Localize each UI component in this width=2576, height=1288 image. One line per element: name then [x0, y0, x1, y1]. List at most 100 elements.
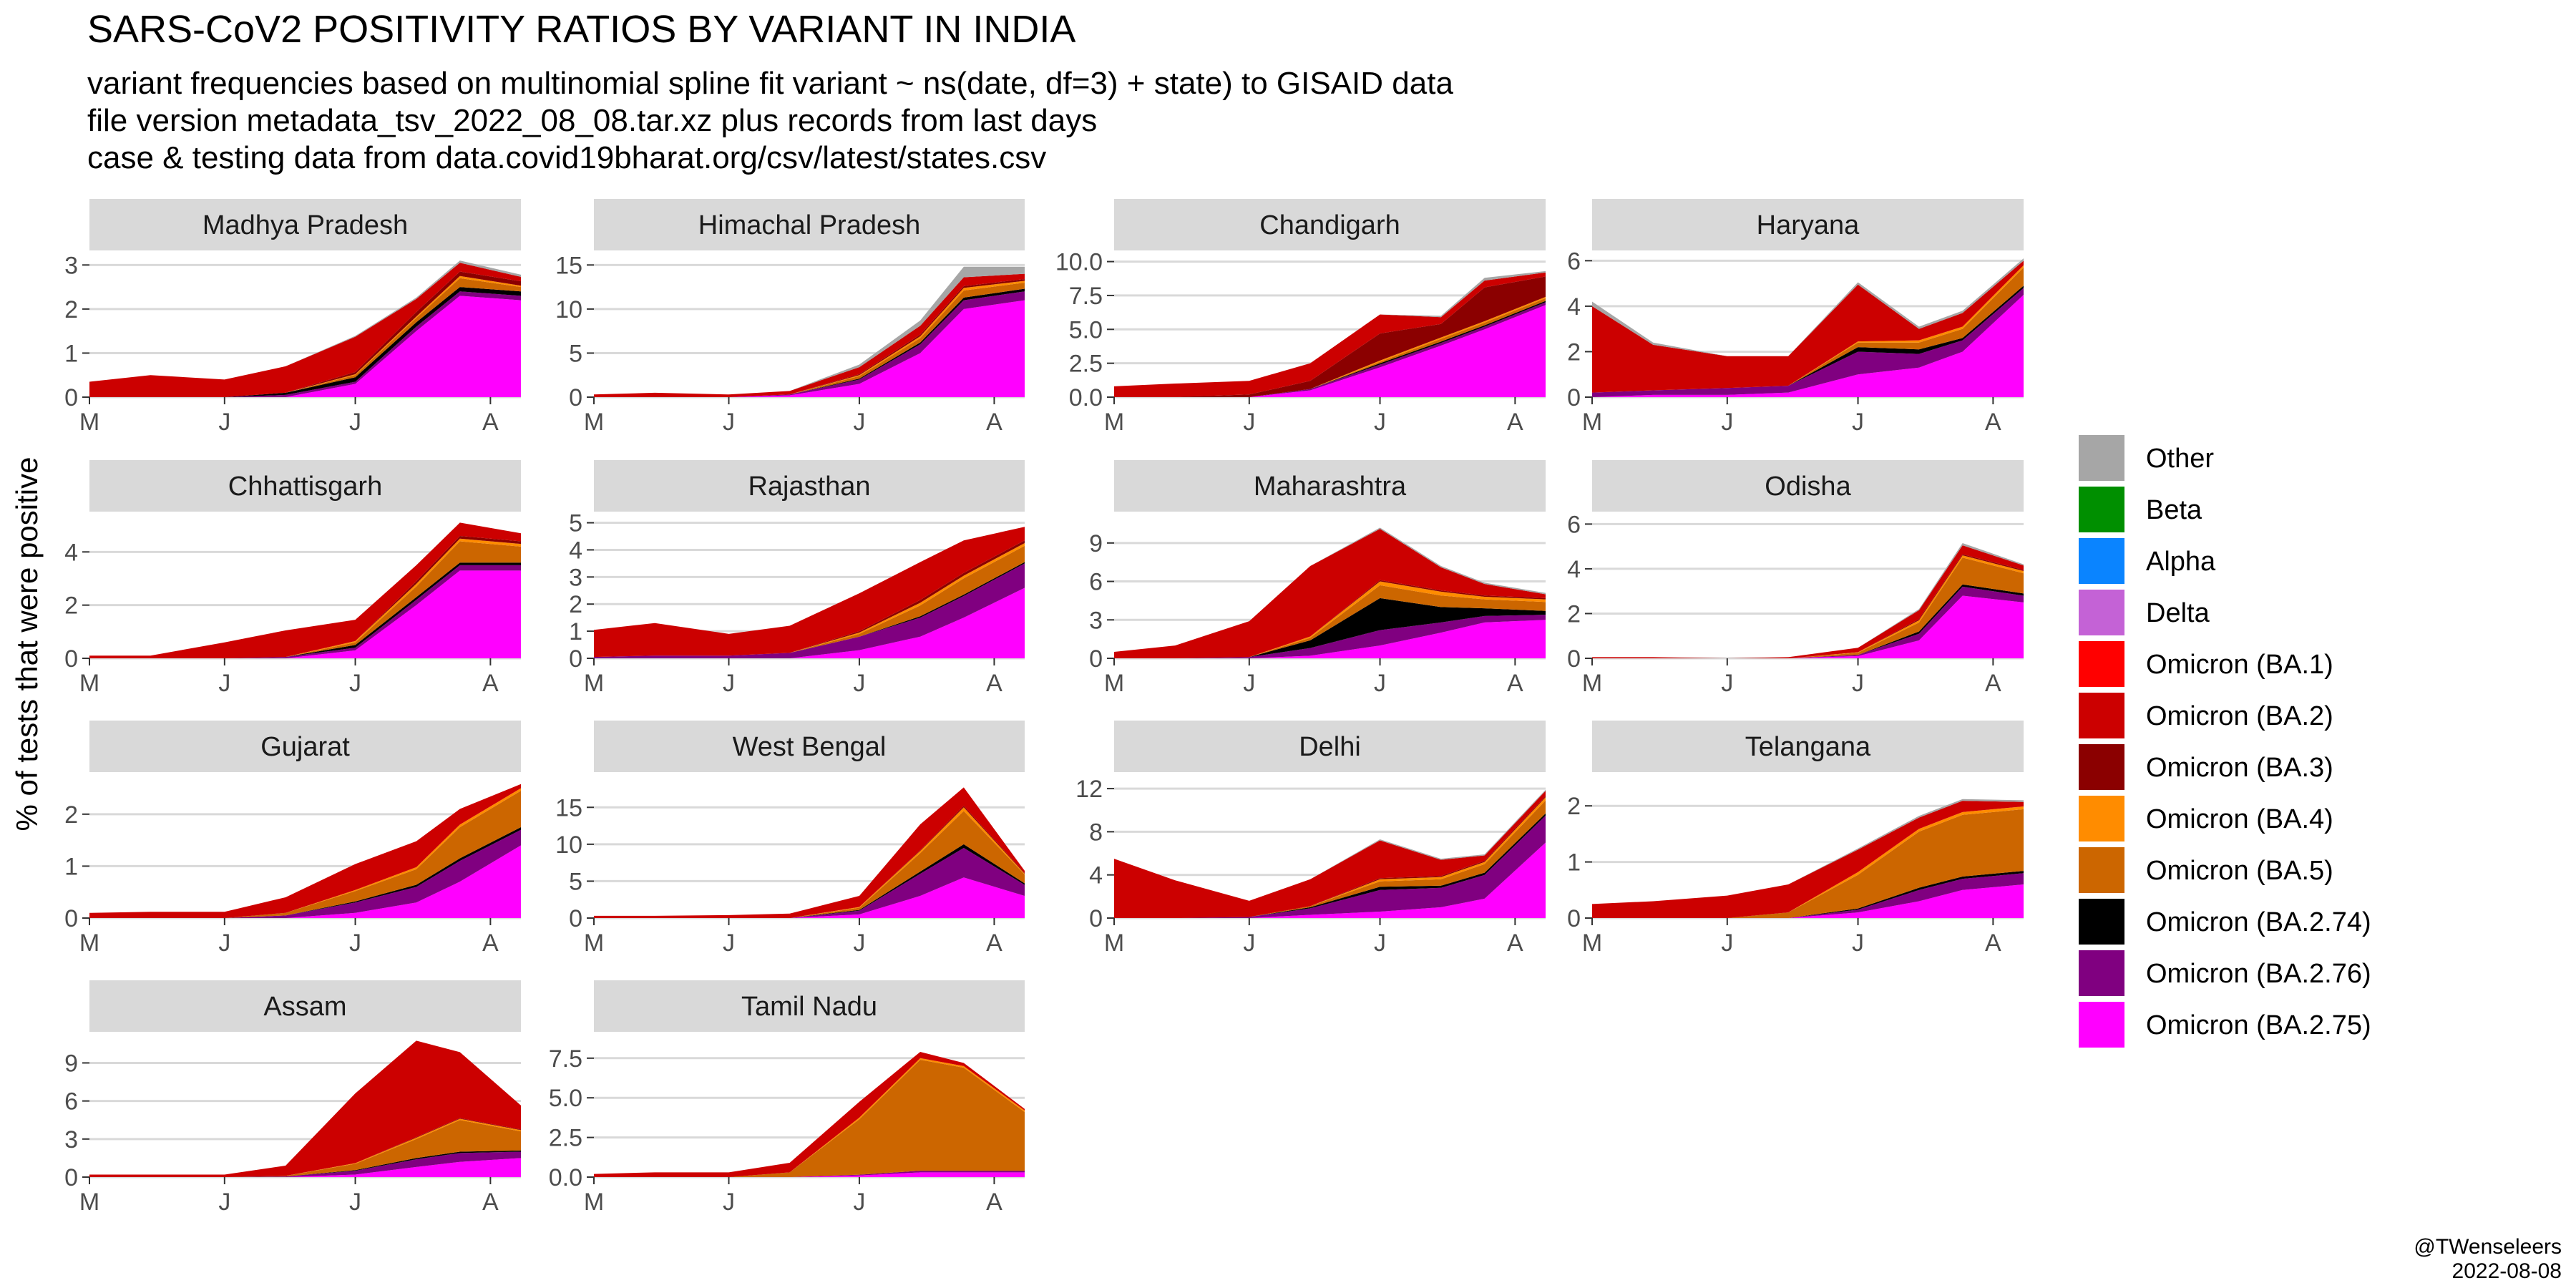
- legend-swatch-omicron-ba-5: [2079, 847, 2124, 893]
- y-tick-label: 4: [1567, 293, 1581, 321]
- y-tick-label: 1: [64, 340, 78, 367]
- chart-subtitle-line-2: file version metadata_tsv_2022_08_08.tar…: [87, 103, 1098, 138]
- credit-date: 2022-08-08: [2451, 1259, 2562, 1283]
- panel-title: Gujarat: [260, 732, 350, 762]
- x-tick-label: M: [1582, 930, 1602, 957]
- y-tick-label: 5: [569, 868, 582, 895]
- area-omicron-ba-5: [1592, 557, 2024, 658]
- panel-strip: [594, 460, 1025, 512]
- legend-swatch-omicron-ba-2: [2079, 693, 2124, 738]
- y-tick-label: 2: [64, 801, 78, 829]
- area-omicron-ba-2-74: [1592, 871, 2024, 918]
- area-omicron-ba-5: [1592, 809, 2024, 918]
- panel-strip: [1114, 721, 1546, 772]
- x-tick-label: J: [1243, 670, 1255, 697]
- area-omicron-ba-2: [89, 784, 521, 918]
- x-tick-label: J: [1243, 930, 1255, 957]
- panel-himachal-pradesh: Himachal Pradesh 0 5 10 15 M J J A: [555, 199, 1025, 436]
- x-tick-label: M: [79, 1189, 99, 1216]
- credit-handle: @TWenseleers: [2414, 1235, 2562, 1259]
- y-tick-label: 6: [1567, 511, 1581, 538]
- x-tick-label: J: [1374, 409, 1386, 436]
- panel-west-bengal: West Bengal 0 5 10 15 M J J A: [555, 721, 1025, 957]
- legend-label-beta: Beta: [2146, 495, 2202, 525]
- x-tick-label: M: [1104, 670, 1124, 697]
- legend-swatch-omicron-ba-2-74: [2079, 899, 2124, 945]
- x-tick-label: J: [723, 1189, 735, 1216]
- x-tick-label: J: [1374, 670, 1386, 697]
- x-tick-label: M: [584, 930, 604, 957]
- panel-title: West Bengal: [733, 732, 887, 762]
- x-tick-label: M: [584, 670, 604, 697]
- area-omicron-ba-3: [1114, 276, 1546, 397]
- x-tick-label: M: [1104, 409, 1124, 436]
- x-tick-label: M: [79, 409, 99, 436]
- x-tick-label: A: [986, 670, 1002, 697]
- x-tick-label: J: [1721, 670, 1733, 697]
- x-tick-label: M: [79, 670, 99, 697]
- y-tick-label: 0: [1567, 384, 1581, 411]
- y-tick-label: 3: [64, 1126, 78, 1153]
- y-tick-label: 9: [64, 1050, 78, 1077]
- area-omicron-ba-5: [1114, 585, 1546, 658]
- y-tick-label: 12: [1075, 776, 1103, 803]
- legend-swatch-alpha: [2079, 538, 2124, 584]
- area-omicron-ba-2-75: [1592, 595, 2024, 658]
- panel-delhi: Delhi 0 4 8 12 M J J A: [1075, 721, 1546, 957]
- x-tick-label: A: [986, 1189, 1002, 1216]
- y-tick-label: 10.0: [1055, 249, 1103, 276]
- panel-gujarat: Gujarat 0 1 2 M J J A: [64, 721, 521, 957]
- panel-tamil-nadu: Tamil Nadu 0.0 2.5 5.0 7.5 M J J A: [549, 980, 1025, 1216]
- panel-chhattisgarh: Chhattisgarh 0 2 4 M J J A: [64, 460, 521, 697]
- x-tick-label: J: [218, 1189, 230, 1216]
- x-tick-label: M: [79, 930, 99, 957]
- panel-title: Delhi: [1299, 732, 1361, 762]
- panel-title: Madhya Pradesh: [203, 210, 408, 240]
- panel-haryana: Haryana 0 2 4 6 M J J A: [1567, 199, 2024, 436]
- x-tick-label: J: [853, 670, 865, 697]
- area-omicron-ba-2-75: [594, 587, 1025, 658]
- area-omicron-ba-2: [1592, 260, 2024, 393]
- x-tick-label: M: [584, 409, 604, 436]
- area-omicron-ba-2-75: [594, 300, 1025, 397]
- area-omicron-ba-5: [89, 791, 521, 918]
- x-tick-label: A: [482, 930, 499, 957]
- y-tick-label: 2.5: [1069, 351, 1103, 378]
- y-tick-label: 10: [555, 831, 582, 859]
- panel-strip: [594, 199, 1025, 250]
- legend-swatch-omicron-ba-2-75: [2079, 1002, 2124, 1048]
- y-tick-label: 5.0: [1069, 316, 1103, 343]
- x-tick-label: J: [723, 670, 735, 697]
- x-tick-label: J: [723, 930, 735, 957]
- panel-title: Maharashtra: [1254, 472, 1407, 502]
- x-tick-label: J: [218, 409, 230, 436]
- y-tick-label: 1: [64, 853, 78, 880]
- panel-strip: [594, 721, 1025, 772]
- panel-strip: [594, 980, 1025, 1032]
- panel-maharashtra: Maharashtra 0 3 6 9 M J J A: [1089, 460, 1546, 697]
- area-omicron-ba-2-76: [594, 1171, 1025, 1177]
- x-tick-label: J: [349, 930, 361, 957]
- x-tick-label: A: [1507, 930, 1523, 957]
- chart-title: SARS-CoV2 POSITIVITY RATIOS BY VARIANT I…: [87, 8, 1076, 51]
- panel-odisha: Odisha 0 2 4 6 M J J A: [1567, 460, 2024, 697]
- panel-chandigarh: Chandigarh 0.0 2.5 5.0 7.5 10.0 M J J A: [1055, 199, 1546, 436]
- legend-swatch-other: [2079, 435, 2124, 481]
- panel-strip: [89, 460, 521, 512]
- area-omicron-ba-2-75: [89, 1158, 521, 1177]
- x-tick-label: J: [1721, 930, 1733, 957]
- y-tick-label: 2: [1567, 793, 1581, 820]
- panel-strip: [89, 721, 521, 772]
- legend-label-omicron-ba-4: Omicron (BA.4): [2146, 804, 2333, 834]
- area-omicron-ba-2-75: [1592, 295, 2024, 397]
- x-tick-label: M: [1104, 930, 1124, 957]
- x-tick-label: A: [1507, 409, 1523, 436]
- area-omicron-ba-2-75: [594, 877, 1025, 918]
- x-tick-label: A: [482, 1189, 499, 1216]
- area-omicron-ba-2-75: [1114, 305, 1546, 397]
- area-omicron-ba-2-74: [1114, 597, 1546, 658]
- panel-strip: [1592, 460, 2024, 512]
- y-tick-label: 0: [64, 384, 78, 411]
- panel-strip: [1592, 721, 2024, 772]
- area-omicron-ba-2-76: [594, 291, 1025, 397]
